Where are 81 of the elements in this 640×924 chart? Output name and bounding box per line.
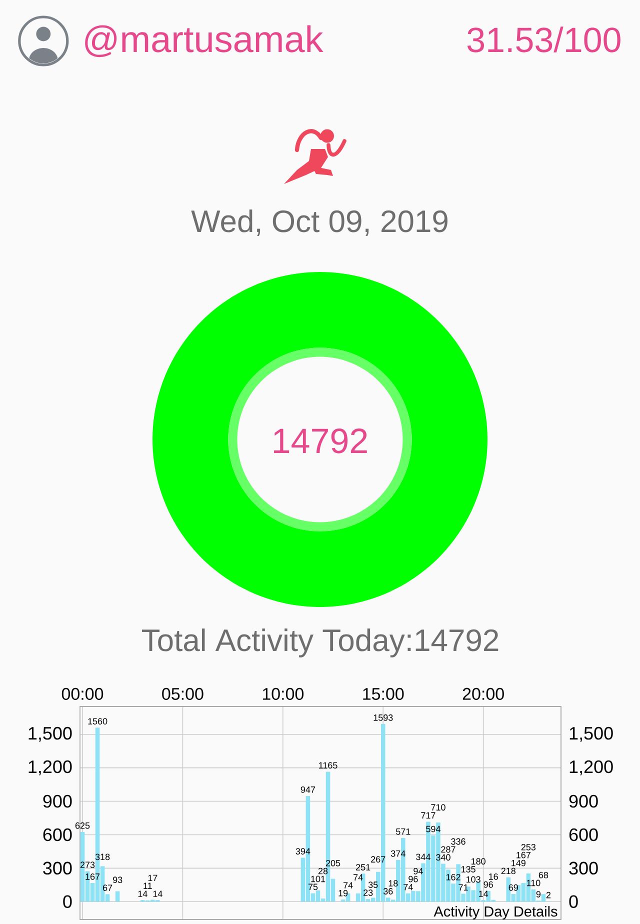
data-label: 75 bbox=[308, 884, 318, 890]
data-label: 16 bbox=[489, 873, 498, 880]
text: 14792 bbox=[274, 428, 367, 454]
data-label: 167 bbox=[86, 873, 100, 880]
y-tick-label: 900 bbox=[43, 794, 72, 808]
y2-tick-label: 0 bbox=[569, 895, 578, 908]
data-label: 625 bbox=[75, 822, 90, 829]
data-label: 287 bbox=[441, 846, 456, 853]
data-label: 594 bbox=[426, 826, 440, 832]
data-label: 267 bbox=[371, 856, 386, 863]
data-label: 571 bbox=[396, 828, 410, 835]
data-label: 318 bbox=[95, 854, 110, 860]
data-label: 340 bbox=[436, 854, 450, 861]
data-label: 103 bbox=[466, 876, 480, 883]
data-label: 67 bbox=[103, 884, 112, 891]
data-label: 135 bbox=[461, 866, 476, 872]
data-label: 253 bbox=[521, 844, 536, 850]
data-label: 2 bbox=[546, 892, 551, 898]
data-label: 251 bbox=[356, 864, 370, 870]
data-label: 149 bbox=[512, 860, 526, 866]
data-label: 23 bbox=[364, 890, 373, 896]
data-label: 71 bbox=[458, 884, 468, 891]
data-label: 74 bbox=[344, 882, 353, 888]
chart-title: Total Activity Today:14792 bbox=[142, 628, 498, 658]
data-label: 19 bbox=[338, 890, 348, 896]
y2-tick-label: 900 bbox=[569, 794, 598, 808]
data-label: 14 bbox=[479, 890, 488, 897]
data-label: 36 bbox=[383, 888, 393, 894]
data-label: 101 bbox=[311, 876, 326, 882]
y-tick-label: 1,500 bbox=[28, 726, 72, 742]
y2-tick-label: 600 bbox=[569, 828, 598, 842]
data-label: 162 bbox=[446, 874, 460, 880]
data-label: 167 bbox=[516, 852, 530, 858]
y2-tick-label: 300 bbox=[569, 862, 598, 875]
annotation: Activity Day Details bbox=[434, 906, 558, 920]
data-label: 11 bbox=[144, 882, 152, 889]
x-tick-label: 20:00 bbox=[462, 688, 504, 700]
y-tick-label: 1,200 bbox=[28, 760, 72, 776]
data-label: 94 bbox=[414, 868, 423, 874]
y2-tick-label: 1,500 bbox=[570, 726, 613, 742]
data-label: 110 bbox=[526, 880, 540, 886]
y-tick-label: 0 bbox=[63, 895, 72, 908]
data-label: 68 bbox=[538, 872, 548, 878]
data-label: 28 bbox=[318, 868, 328, 874]
data-label: 17 bbox=[148, 874, 158, 882]
data-label: 74 bbox=[404, 884, 413, 890]
data-label: 218 bbox=[501, 868, 516, 874]
x-tick-label: 05:00 bbox=[162, 688, 204, 700]
y-tick-label: 600 bbox=[43, 828, 72, 842]
data-label: 96 bbox=[484, 881, 493, 888]
x-tick-label: 00:00 bbox=[62, 688, 104, 700]
data-label: 717 bbox=[421, 812, 436, 818]
text: 31.53/100 bbox=[467, 26, 620, 52]
data-label: 374 bbox=[390, 850, 406, 857]
data-label: 96 bbox=[408, 876, 418, 882]
data-label: 69 bbox=[508, 884, 518, 891]
data-label: 344 bbox=[416, 854, 430, 860]
text: @martusamak bbox=[85, 25, 324, 58]
data-label: 205 bbox=[326, 860, 340, 866]
data-label: 14 bbox=[153, 890, 162, 897]
data-label: 74 bbox=[354, 874, 363, 880]
data-label: 273 bbox=[80, 862, 95, 868]
x-tick-label: 15:00 bbox=[363, 688, 404, 700]
data-label: 180 bbox=[472, 858, 486, 865]
data-label: 336 bbox=[451, 838, 466, 845]
data-label: 394 bbox=[296, 848, 310, 855]
data-label: 1560 bbox=[88, 718, 108, 724]
x-tick-label: 10:00 bbox=[262, 688, 304, 700]
data-label: 1593 bbox=[374, 714, 393, 721]
y2-tick-label: 1,200 bbox=[570, 760, 613, 776]
y-tick-label: 300 bbox=[43, 862, 72, 875]
data-label: 14 bbox=[138, 890, 148, 897]
data-label: 710 bbox=[431, 804, 446, 811]
data-label: 9 bbox=[536, 891, 541, 898]
data-label: 947 bbox=[300, 786, 316, 793]
data-label: 1165 bbox=[319, 762, 338, 769]
data-label: 18 bbox=[388, 880, 398, 887]
data-label: 35 bbox=[368, 882, 378, 888]
chart-title: Wed, Oct 09, 2019 bbox=[191, 210, 448, 236]
bar bbox=[115, 891, 120, 902]
data-label: 93 bbox=[112, 876, 122, 884]
